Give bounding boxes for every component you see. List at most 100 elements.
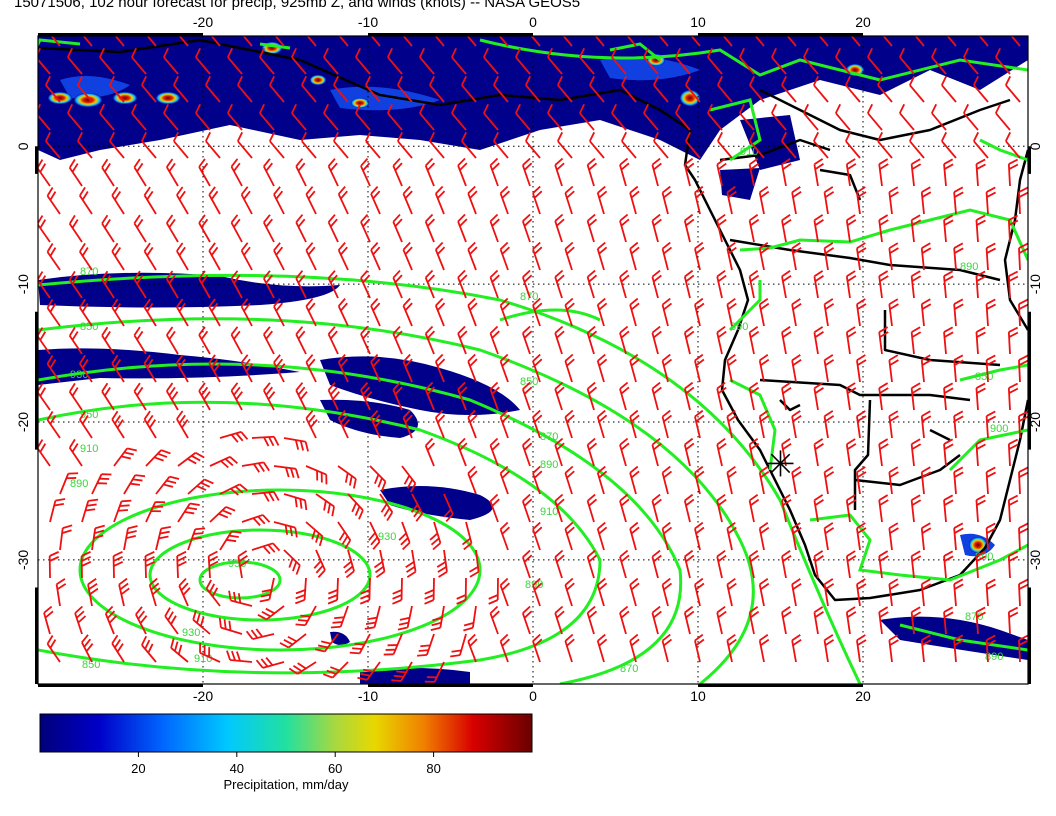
wind-barb [716,325,727,355]
wind-barb [845,75,861,103]
wind-barb [273,354,286,383]
map-title: 15071506, 102 hour forecast for precip, … [14,0,581,11]
wind-barb [111,186,125,215]
wind-barb [343,549,355,579]
wind-barb [973,75,989,103]
wind-barb [461,521,473,551]
wind-barb [1005,131,1021,159]
wind-barb [963,103,979,131]
wind-barb [532,241,543,271]
wind-barb [283,437,309,452]
wind-barb [483,103,499,131]
lat-tick-right: 0 [1027,142,1043,150]
wind-barb [878,494,889,523]
wind-barb [131,103,147,131]
wind-barb [589,131,605,159]
wind-barb [619,549,630,579]
wind-barb [176,354,189,383]
lon-tick-bottom: -10 [358,688,378,704]
wind-barb [943,438,954,467]
wind-barb [269,36,285,47]
wind-barb [726,297,737,327]
wind-barb [717,131,733,159]
lon-tick-top: 20 [855,14,871,30]
wind-barb [943,550,954,579]
wind-barb [586,549,598,579]
wind-barb [651,605,662,635]
wind-barb [694,633,705,663]
wind-barb [430,605,445,632]
wind-barb [867,103,883,131]
wind-barb [402,241,413,271]
wind-barb [877,75,893,103]
wind-barb [323,103,339,131]
wind-barb [457,213,468,243]
wind-barb [920,354,932,383]
wind-barb [878,326,889,355]
wind-barb [611,47,627,75]
colorbar-tick-label: 60 [328,761,342,776]
wind-barb [653,36,669,47]
wind-barb [365,75,381,103]
marker-stroke [770,453,791,474]
wind-barb [813,382,824,411]
wind-barb [823,354,835,383]
wind-barb [845,214,857,243]
contour-label: 910 [540,506,558,518]
wind-barb [301,36,317,47]
wind-barb [791,410,802,439]
wind-barb [333,131,349,159]
wind-barb [748,157,760,187]
wind-barb [77,36,93,47]
wind-barb [131,47,147,75]
contour-label: 870 [620,663,638,675]
wind-barb [813,550,824,579]
wind-barb [148,577,161,607]
wind-barb [237,550,249,579]
wind-barb [985,634,997,663]
wind-barb [45,36,61,47]
wind-barb [305,521,324,547]
wind-barb [564,409,575,439]
wind-barb [823,522,835,551]
wind-barb [643,47,659,75]
wind-barb [360,382,373,411]
wind-barb [387,47,403,75]
wind-barb [975,214,986,243]
wind-barb [370,353,381,383]
wind-barb [176,186,189,215]
wind-barb [205,75,221,103]
wind-barb [985,466,997,495]
wind-barb [985,242,997,271]
wind-barb [402,409,413,439]
wind-barb [68,270,83,299]
wind-barb [1007,382,1019,411]
wind-barb [133,270,147,299]
wind-barb [878,606,889,635]
frame-bar [698,684,863,687]
wind-barb [985,298,997,327]
wind-barb [1007,326,1019,355]
wind-barb [564,297,575,327]
wind-barb [685,36,701,47]
wind-barb [995,47,1011,75]
wind-barb [596,577,608,607]
frame-bar [368,684,533,687]
wind-barb [263,214,275,243]
wind-barb [661,297,673,327]
wind-barb [878,438,889,467]
wind-barb [118,577,130,607]
contour-label: 850 [82,659,100,671]
wind-barb [170,638,189,663]
wind-barb [333,36,349,47]
wind-barb [694,409,705,439]
contour-label: 890 [540,459,558,471]
wind-barb [564,633,575,663]
wind-barb [313,549,326,579]
wind-barb [629,521,640,551]
wind-barb [694,185,705,215]
wind-barb [251,435,280,447]
wind-barb [499,185,511,215]
wind-barb [856,578,867,607]
